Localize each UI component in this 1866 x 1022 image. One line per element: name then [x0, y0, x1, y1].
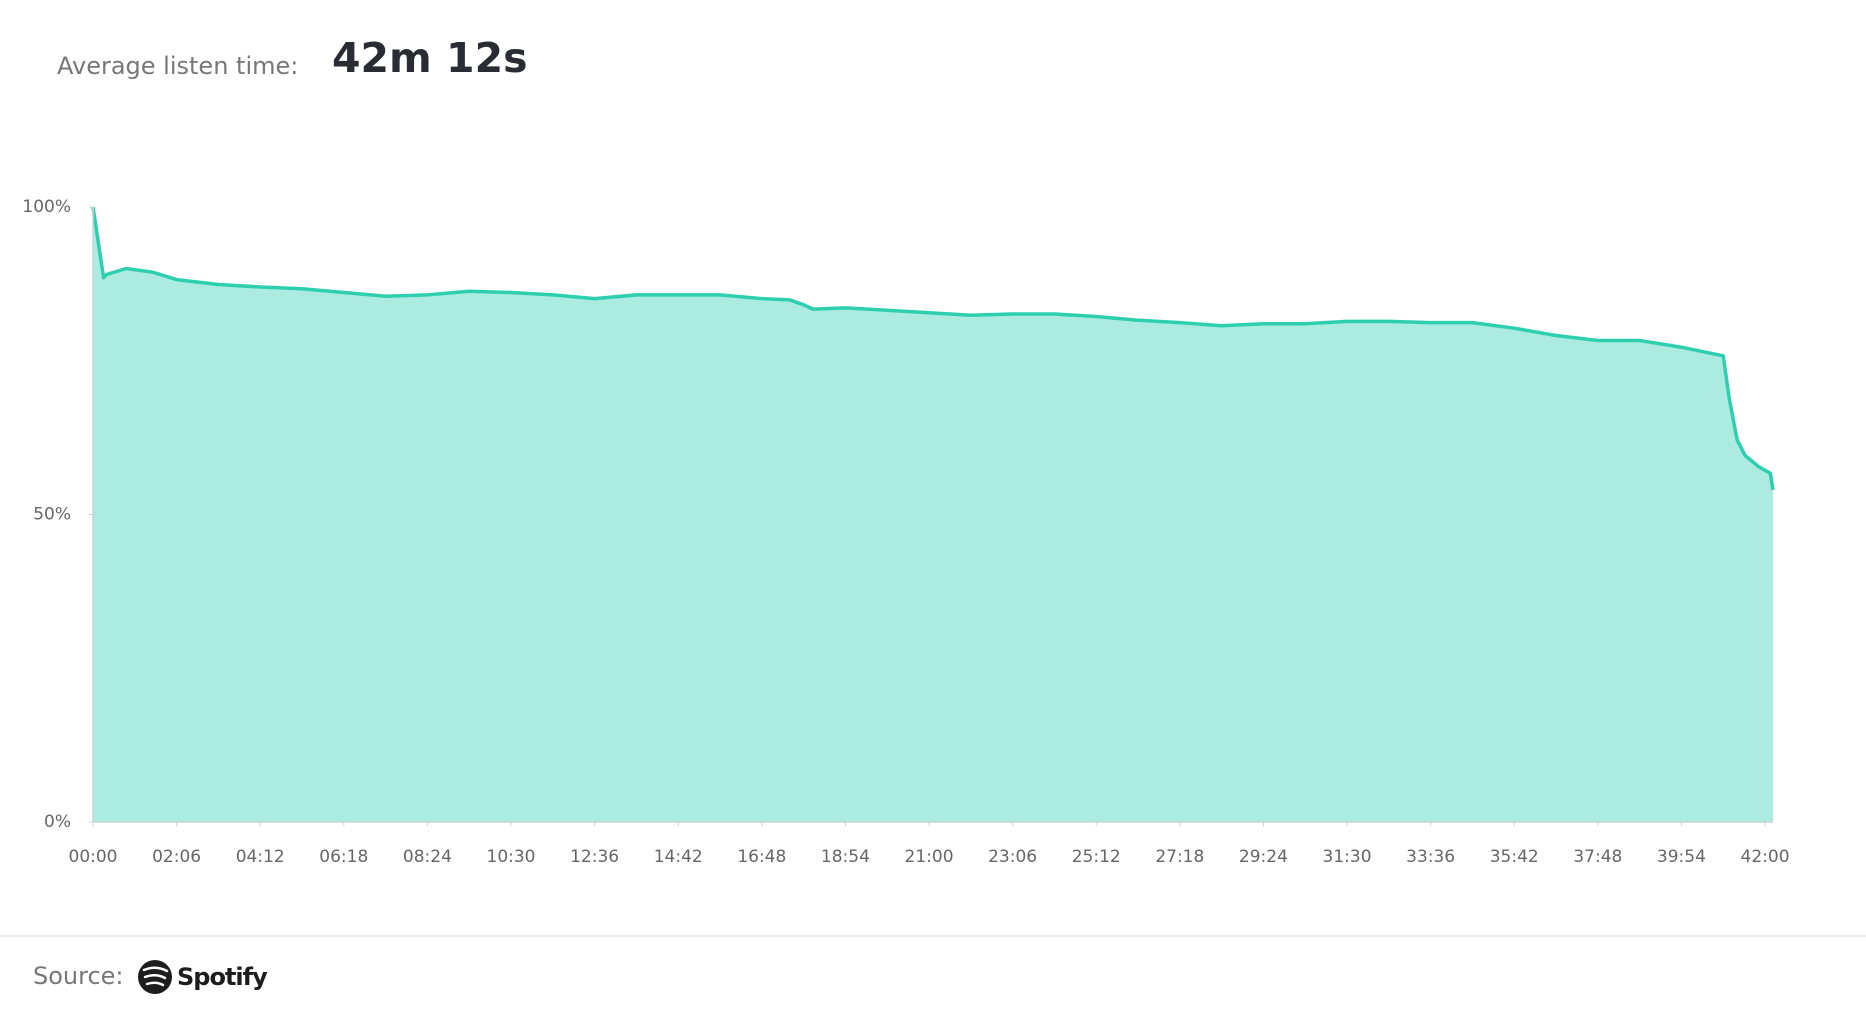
x-tick-label: 23:06: [988, 847, 1037, 867]
x-tick-label: 14:42: [654, 847, 703, 867]
brand: Spotify: [177, 963, 268, 991]
area: [93, 207, 1773, 822]
x-tick-label: 27:18: [1155, 847, 1204, 867]
x-tick-label: 29:24: [1239, 847, 1288, 867]
x-tick-label: 42:00: [1741, 847, 1790, 867]
source-label: Source:: [33, 962, 124, 990]
x-tick-label: 12:36: [570, 847, 619, 867]
x-tick-label: 16:48: [737, 847, 786, 867]
x-tick-label: 00:00: [69, 847, 118, 867]
x-tick-label: 33:36: [1406, 847, 1455, 867]
y-tick-label: 100%: [22, 197, 71, 217]
plot: 0% 50% 100% 00:00 02:06 04:12 06:18 08:24 10:30 1…: [22, 197, 1789, 867]
x-tick-label: 02:06: [152, 847, 201, 867]
x-tick-label: 21:00: [905, 847, 954, 867]
x-tick-label: 06:18: [319, 847, 368, 867]
line: [91, 206, 1775, 491]
x-tick-label: 31:30: [1323, 847, 1372, 867]
y-tick-label: 0%: [44, 812, 71, 832]
x-tick-label: 37:48: [1573, 847, 1622, 867]
metric-value: 42m 12s: [332, 34, 528, 82]
x-tick-label: 39:54: [1657, 847, 1706, 867]
x-tick-label: 04:12: [236, 847, 285, 867]
x-tick-label: 08:24: [403, 847, 452, 867]
y-tick-label: 50%: [33, 505, 71, 525]
metric-label: Average listen time:: [57, 52, 298, 80]
x-tick-label: 25:12: [1072, 847, 1121, 867]
spotify-logo: Spotify: [138, 960, 269, 994]
x-tick-label: 10:30: [487, 847, 536, 867]
x-tick-label: 35:42: [1490, 847, 1539, 867]
x-tick-label: 18:54: [821, 847, 870, 867]
